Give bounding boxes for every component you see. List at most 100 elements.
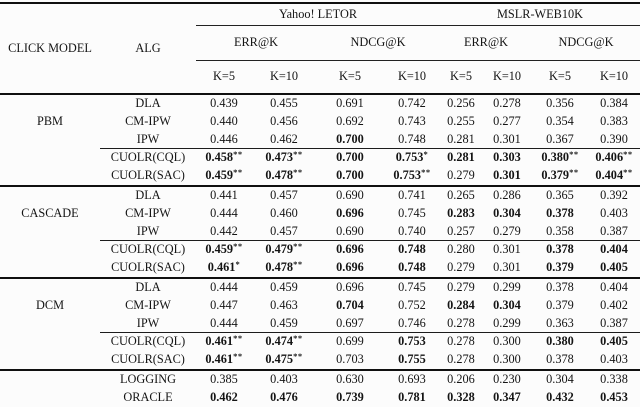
click-model-group-label — [0, 241, 100, 278]
metric-value: 0.283 — [447, 205, 475, 220]
metric-value: 0.387 — [600, 223, 628, 238]
metric-value: 0.380 — [532, 332, 588, 352]
metric-value: 0.457 — [270, 223, 298, 238]
metric-value: 0.265 — [447, 187, 475, 202]
metric-value: 0.281 — [447, 131, 475, 146]
metric-value: 0.301 — [493, 168, 521, 183]
table-row: IPW 0.446 0.462 0.700 0.748 0.281 0.301 0.367 0.… — [0, 131, 640, 149]
table-row: IPW 0.442 0.457 0.690 0.740 0.257 0.279 0.358 0.… — [0, 223, 640, 241]
metric-value: 0.439 — [210, 96, 238, 110]
significance-marker: * — [423, 148, 429, 159]
metric-value: 0.444 — [210, 205, 238, 220]
metric-value: 0.456 — [270, 113, 298, 128]
metric-value: 0.405 — [600, 260, 628, 275]
metric-value: 0.753 — [384, 332, 440, 352]
metric-value: 0.354 — [546, 113, 574, 128]
metric-value: 0.304 — [546, 371, 574, 386]
metric-value: 0.461** — [205, 350, 243, 367]
table-row: CUOLR(CQL) 0.458** 0.473** 0.700 0.753* 0.281… — [0, 148, 640, 168]
significance-marker: ** — [293, 332, 303, 343]
metric-value: 0.752 — [398, 297, 426, 312]
metric-value: 0.284 — [447, 297, 475, 312]
metric-value: 0.479** — [252, 240, 316, 260]
metric-value: 0.462 — [270, 131, 298, 146]
col-header-click-model: CLICK MODEL — [8, 41, 92, 55]
significance-marker: ** — [233, 166, 243, 177]
click-model-group-label: CASCADE — [21, 206, 79, 221]
alg-label: LOGGING — [119, 371, 176, 386]
alg-label: IPW — [136, 223, 160, 238]
metric-value: 0.358 — [546, 223, 574, 238]
metric-value: 0.279 — [493, 223, 521, 238]
metric-value: 0.301 — [493, 260, 521, 275]
significance-marker: ** — [293, 350, 303, 361]
metric-value: 0.404** — [595, 166, 633, 183]
metric-value: 0.748 — [398, 260, 426, 275]
table-row: ORACLE 0.462 0.476 0.739 0.781 0.328 0.347 0.43… — [0, 389, 640, 407]
metric-value: 0.328 — [447, 389, 475, 404]
metric-value: 0.696 — [336, 205, 364, 220]
metric-value: 0.739 — [336, 389, 364, 404]
metric-value: 0.459** — [205, 166, 243, 183]
alg-label: CM-IPW — [125, 113, 171, 128]
col-header-dataset-yahoo: Yahoo! LETOR — [196, 3, 440, 26]
metric-value: 0.699 — [316, 332, 384, 352]
metric-value: 0.432 — [546, 389, 574, 404]
metric-value: 0.455 — [270, 96, 298, 110]
metric-value: 0.474** — [252, 332, 316, 352]
metric-value: 0.696 — [336, 260, 364, 275]
group-PBM: PBM DLA 0.439 0.455 0.691 0.742 0.256 0.278 0.35… — [0, 94, 640, 186]
metric-value: 0.378 — [546, 352, 574, 367]
metric-value: 0.299 — [493, 279, 521, 294]
significance-marker: ** — [293, 240, 303, 251]
col-header-k: K=10 — [492, 69, 522, 84]
metric-value: 0.303 — [482, 148, 532, 168]
metric-value: 0.460 — [270, 205, 298, 220]
alg-label: DLA — [135, 279, 161, 294]
metric-value: 0.478** — [265, 258, 303, 275]
table-row: CUOLR(CQL) 0.461** 0.474** 0.699 0.753 0.278 0… — [0, 332, 640, 352]
metric-value: 0.286 — [493, 187, 521, 202]
metric-value: 0.700 — [316, 148, 384, 168]
metric-value: 0.753* — [384, 148, 440, 168]
col-header-metric-err-mslr: ERR@K — [440, 25, 532, 61]
metric-value: 0.745 — [398, 205, 426, 220]
table-row: CUOLR(SAC) 0.461* 0.478** 0.696 0.748 0.279 0.… — [0, 259, 640, 278]
metric-value: 0.441 — [210, 187, 238, 202]
col-header-k: K=5 — [549, 69, 571, 84]
metric-value: 0.696 — [336, 279, 364, 294]
metric-value: 0.378 — [532, 240, 588, 260]
alg-label: CUOLR(SAC) — [111, 352, 185, 367]
col-header-k: K=5 — [339, 69, 361, 84]
metric-value: 0.459 — [270, 315, 298, 330]
metric-value: 0.692 — [336, 113, 364, 128]
alg-label: CUOLR(CQL) — [100, 332, 196, 352]
group-summary: LOGGING 0.385 0.403 0.630 0.693 0.206 0.230 0.3… — [0, 370, 640, 407]
alg-label: CUOLR(SAC) — [111, 168, 185, 183]
metric-value: 0.301 — [493, 131, 521, 146]
col-header-metric-ndcg-yahoo: NDCG@K — [316, 25, 440, 61]
metric-value: 0.462 — [210, 389, 238, 404]
alg-label: ORACLE — [123, 389, 173, 404]
metric-value: 0.257 — [447, 223, 475, 238]
metric-value: 0.230 — [493, 371, 521, 386]
metric-value: 0.630 — [336, 371, 364, 386]
metric-value: 0.693 — [398, 371, 426, 386]
metric-value: 0.741 — [398, 187, 426, 202]
metric-value: 0.404 — [588, 240, 640, 260]
metric-value: 0.279 — [447, 260, 475, 275]
metric-value: 0.255 — [447, 113, 475, 128]
table-row: PBM DLA 0.439 0.455 0.691 0.742 0.256 0.278 0.35… — [0, 94, 640, 128]
metric-value: 0.745 — [398, 279, 426, 294]
alg-label: IPW — [136, 315, 160, 330]
metric-value: 0.444 — [210, 279, 238, 294]
significance-marker: ** — [233, 148, 243, 159]
metric-value: 0.478** — [265, 166, 303, 183]
click-model-group-label: PBM — [37, 114, 63, 129]
metric-value: 0.378 — [546, 205, 574, 220]
table-row: DCM DLA 0.444 0.459 0.696 0.745 0.279 0.299 0.37… — [0, 278, 640, 312]
alg-label: CM-IPW — [125, 205, 171, 220]
metric-value: 0.476 — [270, 389, 298, 404]
